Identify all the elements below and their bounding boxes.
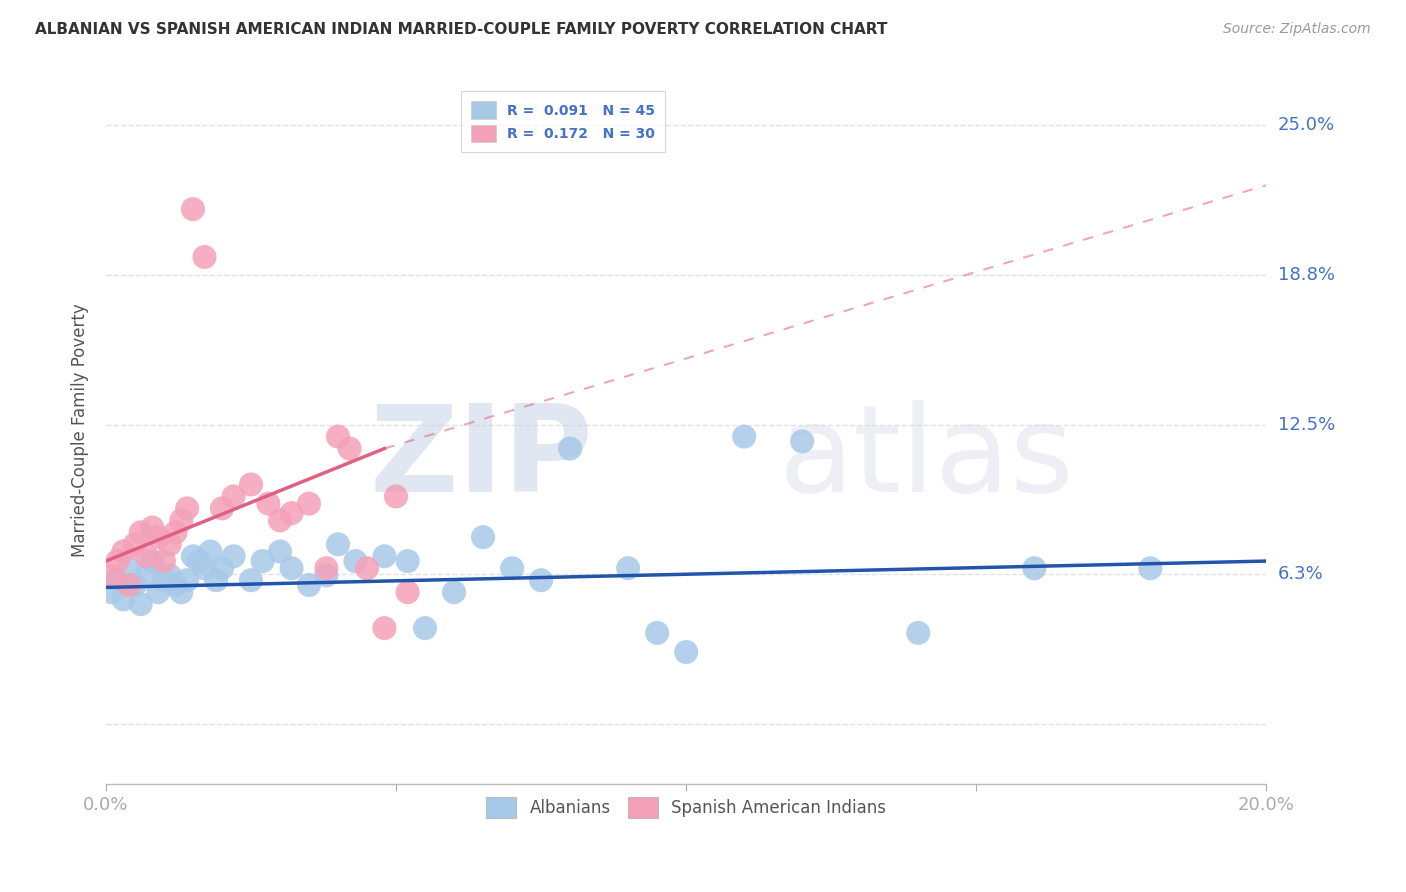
Point [252,554,274,568]
Point [443,585,465,599]
Point [181,202,204,216]
Point [153,573,176,587]
Point [326,429,349,443]
Text: 6.3%: 6.3% [1278,566,1323,583]
Point [170,585,193,599]
Point [100,568,122,582]
Point [200,544,222,558]
Point [165,525,187,540]
Point [159,537,181,551]
Point [530,573,553,587]
Point [112,592,135,607]
Point [645,626,668,640]
Point [222,490,245,504]
Text: ALBANIAN VS SPANISH AMERICAN INDIAN MARRIED-COUPLE FAMILY POVERTY CORRELATION CH: ALBANIAN VS SPANISH AMERICAN INDIAN MARR… [35,22,887,37]
Point [118,561,141,575]
Text: 18.8%: 18.8% [1278,266,1334,284]
Point [344,554,367,568]
Point [315,568,337,582]
Point [1139,561,1161,575]
Point [205,573,228,587]
Text: atlas: atlas [779,401,1074,517]
Point [326,537,349,551]
Point [176,573,198,587]
Point [396,585,419,599]
Point [396,554,419,568]
Text: Source: ZipAtlas.com: Source: ZipAtlas.com [1223,22,1371,37]
Point [193,561,215,575]
Y-axis label: Married-Couple Family Poverty: Married-Couple Family Poverty [72,303,89,558]
Point [146,530,169,544]
Legend: Albanians, Spanish American Indians: Albanians, Spanish American Indians [479,790,893,825]
Point [269,513,291,527]
Point [193,250,215,264]
Point [176,501,198,516]
Point [211,501,233,516]
Point [339,442,361,456]
Point [501,561,523,575]
Point [257,497,280,511]
Point [146,585,169,599]
Point [269,544,291,558]
Point [107,554,129,568]
Text: 12.5%: 12.5% [1278,416,1334,434]
Text: ZIP: ZIP [370,401,593,517]
Point [1024,561,1046,575]
Point [129,597,152,611]
Point [124,578,146,592]
Point [792,434,814,449]
Point [141,520,163,534]
Point [373,549,395,564]
Point [356,561,378,575]
Point [135,566,157,580]
Point [373,621,395,635]
Point [222,549,245,564]
Point [239,573,262,587]
Point [315,561,337,575]
Point [107,573,129,587]
Point [907,626,929,640]
Point [124,537,146,551]
Point [558,442,581,456]
Point [129,525,152,540]
Point [298,497,321,511]
Point [141,554,163,568]
Point [135,549,157,564]
Point [159,568,181,582]
Point [617,561,640,575]
Text: 25.0%: 25.0% [1278,116,1334,135]
Point [280,561,302,575]
Point [413,621,436,635]
Point [118,578,141,592]
Point [112,544,135,558]
Point [153,554,176,568]
Point [187,554,209,568]
Point [181,549,204,564]
Point [472,530,495,544]
Point [675,645,697,659]
Point [211,561,233,575]
Point [100,585,122,599]
Point [239,477,262,491]
Point [165,578,187,592]
Point [280,506,302,520]
Point [298,578,321,592]
Point [733,429,755,443]
Point [170,513,193,527]
Point [385,490,408,504]
